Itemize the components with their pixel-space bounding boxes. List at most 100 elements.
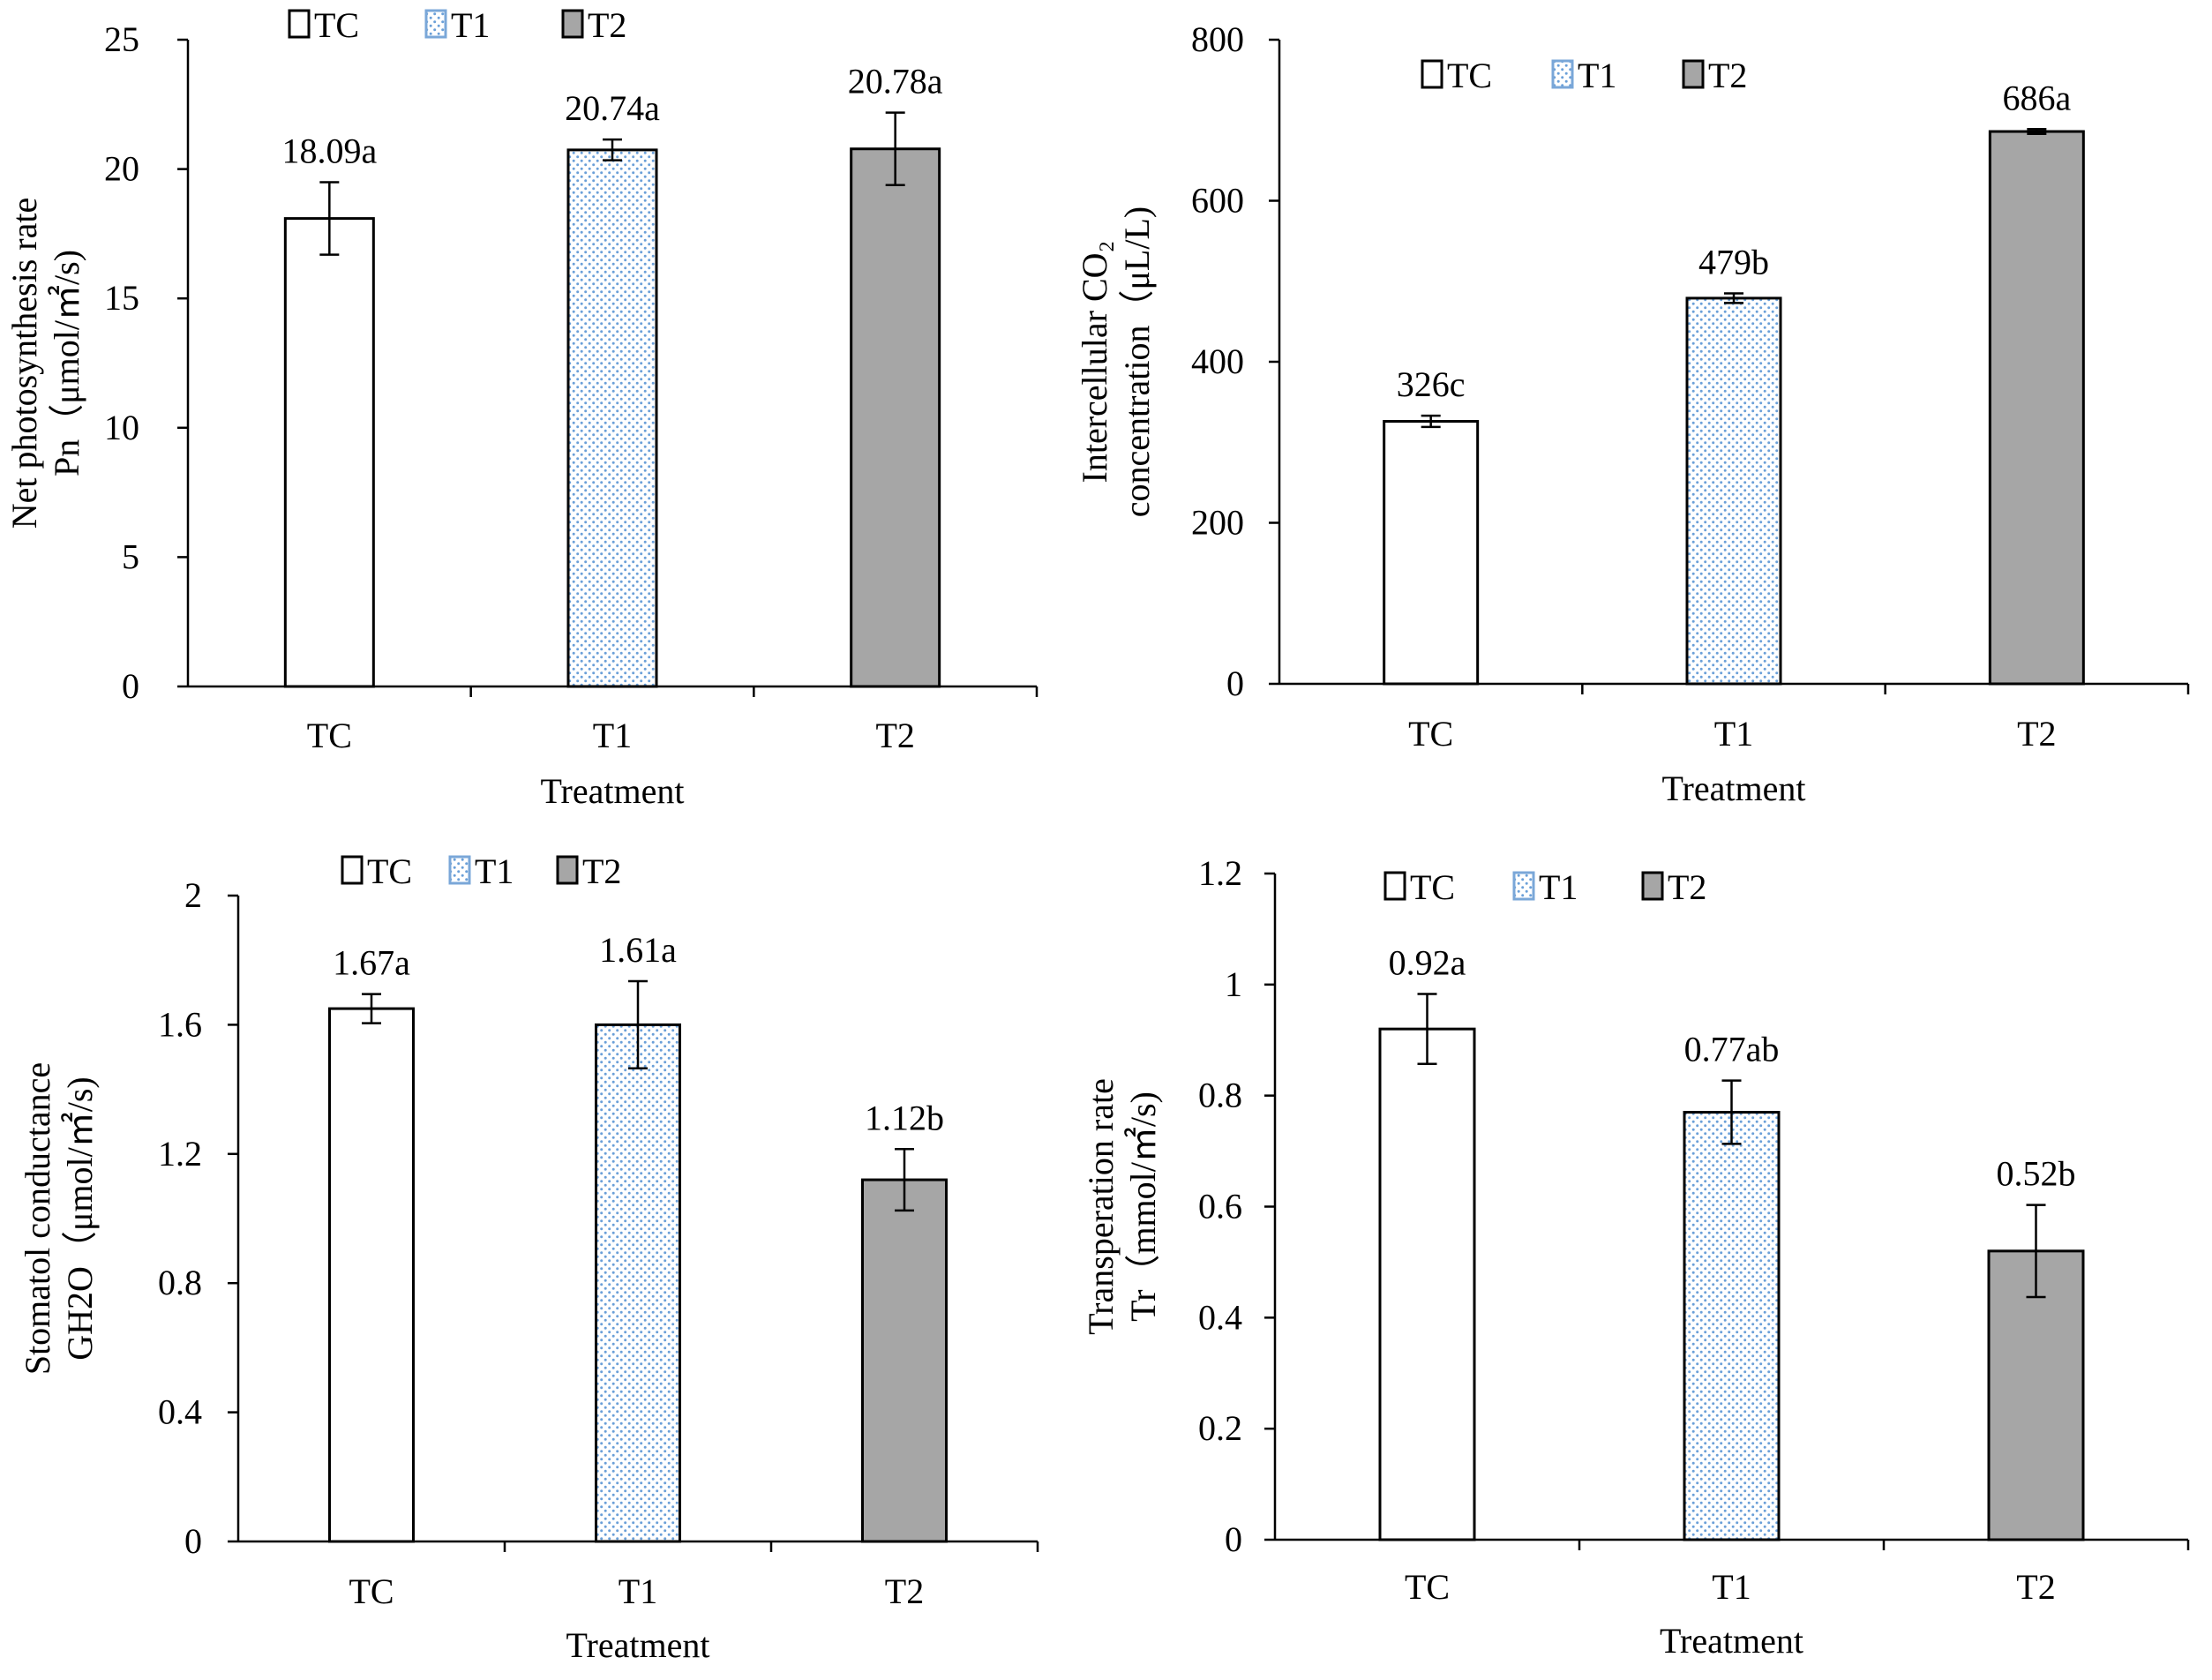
y-tick-label: 0	[184, 1521, 202, 1561]
data-label-tc: 1.67a	[333, 943, 410, 983]
y-tick-label: 0.4	[158, 1392, 202, 1432]
chart-panel-3: 0 0.4 0.8 1.2 1.6 2 1.67a TC 1.61a T1 1.12b T2 Treat…	[18, 851, 1039, 1665]
x-axis-title: Treatment	[1660, 1621, 1803, 1661]
legend-swatch-t2	[561, 9, 584, 39]
x-tick-label-tc: TC	[349, 1571, 394, 1611]
chart-panel-4: 00.20.40.60.811.20.92aTC0.77abT10.52bT2T…	[1081, 853, 2190, 1661]
legend-label-t1: T1	[475, 851, 514, 891]
legend-swatch-t1	[448, 855, 471, 885]
y-tick-label: 0.8	[158, 1263, 202, 1302]
legend-label-t1: T1	[1578, 56, 1616, 95]
y-tick-label: 20	[104, 149, 139, 189]
y-axis-title: Net photosynthesis ratePn（μmol/㎡/s)	[4, 198, 86, 529]
x-tick-label-t2: T2	[885, 1571, 924, 1611]
y-tick-label: 5	[122, 536, 139, 576]
y-axis-title-line: GH2O（μmol/㎡/s)	[60, 1076, 100, 1360]
x-tick-label-t2: T2	[875, 716, 914, 755]
bar-t2	[1987, 1249, 2085, 1541]
y-axis-title: Intercellular CO₂concentration（μL/L)	[1075, 206, 1157, 517]
y-tick-label: 1	[1225, 964, 1242, 1004]
data-label-tc: 18.09a	[281, 131, 377, 171]
data-label-t1: 0.77ab	[1684, 1030, 1780, 1069]
legend-label-t1: T1	[451, 5, 490, 45]
y-tick-label: 800	[1191, 19, 1244, 59]
x-tick-label-t1: T1	[593, 716, 632, 755]
legend-swatch-t2	[1682, 59, 1705, 89]
y-tick-label: 0.4	[1198, 1297, 1242, 1337]
legend-label-t2: T2	[582, 851, 621, 891]
legend-swatch-tc	[1383, 871, 1406, 901]
x-tick-label-t1: T1	[1712, 1567, 1751, 1607]
y-tick-label: 600	[1191, 181, 1244, 221]
legend-swatch-tc	[288, 9, 311, 39]
y-tick-label: 25	[104, 19, 139, 59]
legend-label-tc: TC	[1447, 56, 1492, 95]
y-axis-title-line: Pn（μmol/㎡/s)	[47, 250, 86, 476]
y-tick-label: 15	[104, 278, 139, 318]
bar-tc	[1383, 420, 1480, 686]
legend-label-tc: TC	[314, 5, 359, 45]
legend-swatch-tc	[341, 855, 364, 885]
y-axis-title-line: concentration（μL/L)	[1117, 206, 1157, 517]
legend: TC T1 T2	[341, 851, 621, 891]
legend-label-tc: TC	[367, 851, 412, 891]
y-tick-label: 2	[184, 875, 202, 915]
y-tick-label: 0.2	[1198, 1408, 1242, 1448]
bar-t1	[595, 1023, 681, 1543]
y-axis-title: Stomatol conductanceGH2O（μmol/㎡/s)	[18, 1062, 100, 1375]
legend: TC T1 T2	[1383, 867, 1706, 907]
bar-t2	[1988, 130, 2085, 686]
y-tick-label: 0.8	[1198, 1076, 1242, 1115]
legend: TC T1 T2	[288, 5, 626, 45]
data-label-t2: 0.52b	[1997, 1154, 2076, 1194]
legend-swatch-t1	[1551, 59, 1574, 89]
legend-swatch-t2	[1641, 871, 1664, 901]
y-tick-label: 1.2	[158, 1134, 202, 1174]
y-tick-label: 0	[122, 666, 139, 706]
y-axis-title-line: Intercellular CO₂	[1075, 241, 1114, 484]
x-axis-title: Treatment	[566, 1625, 710, 1665]
bar-t2	[850, 147, 941, 688]
y-tick-label: 200	[1191, 503, 1244, 543]
x-tick-label-tc: TC	[1405, 1567, 1450, 1607]
legend-label-t2: T2	[1668, 867, 1706, 907]
legend-swatch-tc	[1421, 59, 1443, 89]
legend-swatch-t1	[424, 9, 447, 39]
chart-panel-1: 0 5 10 15 20 25 18.09a TC 20.74a T1 20.78a T2 Treatm…	[4, 5, 1039, 811]
bar-tc	[328, 1007, 415, 1543]
y-tick-label: 0	[1226, 664, 1244, 703]
legend-swatch-t1	[1512, 871, 1535, 901]
data-label-tc: 0.92a	[1389, 943, 1466, 983]
chart-panel-2: 0 200 400 600 800 326c TC 479b T1 686a T2 Treatment…	[1075, 19, 2190, 808]
data-label-t2: 686a	[2002, 78, 2071, 117]
legend-swatch-t2	[556, 855, 579, 885]
x-tick-label-t2: T2	[2017, 714, 2056, 754]
data-label-t2: 20.78a	[848, 62, 943, 101]
x-axis-title: Treatment	[1662, 769, 1806, 808]
y-tick-label: 10	[104, 408, 139, 447]
data-label-t1: 20.74a	[565, 88, 660, 128]
data-label-t1: 1.61a	[599, 930, 677, 970]
x-tick-label-t1: T1	[619, 1571, 657, 1611]
y-axis-title: Transperation rateTr（mmol/㎡/s)	[1081, 1078, 1163, 1335]
y-axis-title-line: Stomatol conductance	[18, 1062, 57, 1375]
bar-t1	[566, 148, 658, 688]
bar-t1	[1683, 1111, 1781, 1541]
legend-label-t1: T1	[1539, 867, 1578, 907]
y-tick-label: 1.6	[158, 1004, 202, 1044]
bar-t1	[1685, 296, 1782, 686]
legend-label-t2: T2	[588, 5, 626, 45]
data-label-t2: 1.12b	[865, 1098, 944, 1137]
x-tick-label-tc: TC	[307, 716, 352, 755]
data-label-tc: 326c	[1397, 364, 1466, 404]
bar-tc	[1378, 1027, 1476, 1541]
x-axis-title: Treatment	[541, 771, 685, 811]
legend-label-tc: TC	[1410, 867, 1455, 907]
x-tick-label-tc: TC	[1408, 714, 1453, 754]
bar-tc	[283, 217, 375, 688]
y-axis-title-line: Tr（mmol/㎡/s)	[1123, 1091, 1163, 1322]
x-tick-label-t1: T1	[1714, 714, 1753, 754]
y-tick-label: 0	[1225, 1519, 1242, 1559]
bar-t2	[861, 1178, 948, 1543]
